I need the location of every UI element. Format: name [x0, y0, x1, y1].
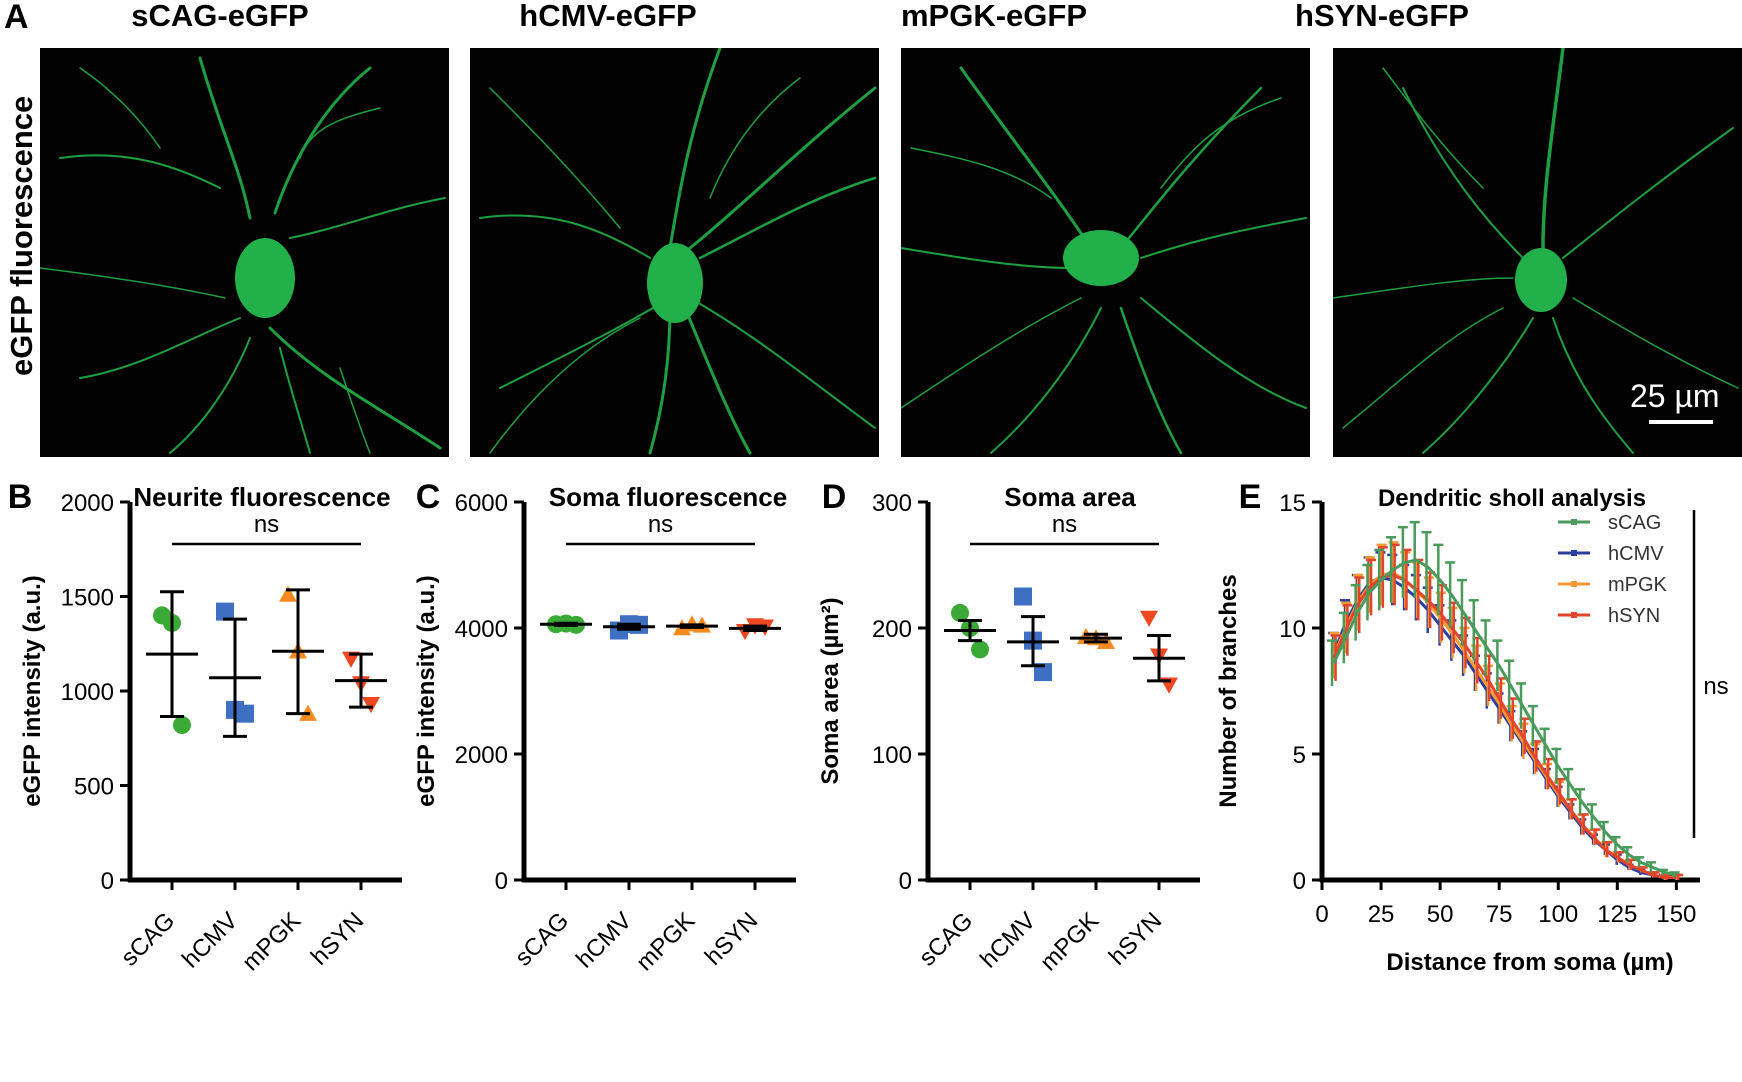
x-tick-label-e-5: 125	[1597, 901, 1637, 928]
y-tick-label-e-0: 0	[1293, 868, 1306, 895]
micrograph-mpgk	[901, 48, 1310, 457]
x-tick-label-d-hsyn: hSYN	[1104, 907, 1167, 970]
column-title-scag: sCAG-eGFP	[131, 0, 309, 33]
ns-label-c: ns	[648, 511, 673, 538]
x-tick-label-c-mpgk: mPGK	[631, 907, 700, 976]
chart-title-c: Soma fluorescence	[549, 482, 787, 512]
panel-letter-a: A	[4, 0, 29, 36]
x-tick-label-e-4: 100	[1538, 901, 1578, 928]
y-tick-label-b-2: 1000	[61, 679, 114, 706]
data-point-b-hcmv-2	[236, 704, 254, 723]
data-point-d-hcmv-2	[1034, 663, 1052, 682]
legend-marker-mpgk	[1571, 581, 1577, 587]
charts-area: B Neurite fluorescence0500100015002000eGF…	[8, 480, 1729, 976]
data-point-d-hsyn-0	[1140, 610, 1158, 627]
micrograph-hcmv	[470, 48, 879, 457]
y-tick-label-c-2: 4000	[455, 616, 508, 643]
legend-label-hcmv: hCMV	[1608, 543, 1664, 565]
data-point-b-hsyn-2	[362, 697, 380, 714]
panel-letter-c: C	[416, 480, 441, 516]
data-point-b-mpgk-0	[279, 585, 297, 602]
x-axis-label-e: Distance from soma (µm)	[1386, 949, 1673, 976]
y-tick-label-d-0: 0	[899, 868, 912, 895]
x-tick-label-b-scag: sCAG	[116, 907, 180, 971]
data-point-b-hsyn-0	[342, 651, 360, 668]
y-axis-label-d: Soma area (µm²)	[817, 597, 844, 784]
column-title-mpgk: mPGK-eGFP	[900, 0, 1088, 33]
x-tick-label-b-mpgk: mPGK	[237, 907, 306, 976]
data-point-d-hcmv-0	[1014, 587, 1032, 606]
column-title-hsyn: hSYN-eGFP	[1295, 0, 1469, 33]
x-tick-label-e-0: 0	[1315, 901, 1328, 928]
side-label-egfp-fluorescence: eGFP fluorescence	[4, 95, 39, 376]
x-tick-label-e-6: 150	[1656, 901, 1696, 928]
y-tick-label-c-1: 2000	[455, 742, 508, 769]
legend-marker-hsyn	[1571, 612, 1577, 618]
column-title-hcmv: hCMV-eGFP	[519, 0, 697, 33]
y-tick-label-e-2: 10	[1279, 616, 1306, 643]
y-axis-label-b: eGFP intensity (a.u.)	[19, 575, 46, 807]
data-point-d-scag-2	[971, 640, 989, 659]
data-point-d-scag-0	[951, 603, 969, 622]
x-tick-label-d-mpgk: mPGK	[1035, 907, 1104, 976]
x-tick-label-b-hcmv: hCMV	[177, 907, 243, 973]
y-tick-label-b-4: 2000	[61, 490, 114, 517]
x-tick-label-d-scag: sCAG	[914, 907, 978, 971]
y-tick-label-b-3: 1500	[61, 585, 114, 612]
y-tick-label-b-0: 0	[101, 868, 114, 895]
y-tick-label-b-1: 500	[74, 774, 114, 801]
y-tick-label-d-2: 200	[872, 616, 912, 643]
x-tick-label-c-hcmv: hCMV	[571, 907, 637, 973]
legend-label-scag: sCAG	[1608, 512, 1661, 534]
panel-letter-e: E	[1239, 480, 1262, 516]
micrograph-scag	[40, 48, 449, 457]
x-tick-label-e-3: 75	[1486, 901, 1513, 928]
y-tick-label-c-3: 6000	[455, 490, 508, 517]
x-tick-label-c-hsyn: hSYN	[700, 907, 763, 970]
chart-title-b: Neurite fluorescence	[133, 482, 390, 512]
y-tick-label-d-3: 300	[872, 490, 912, 517]
chart-title-e: Dendritic sholl analysis	[1378, 485, 1646, 512]
legend-label-mpgk: mPGK	[1608, 574, 1668, 596]
y-tick-label-e-3: 15	[1279, 490, 1306, 517]
legend-label-hsyn: hSYN	[1608, 605, 1660, 627]
x-tick-label-e-2: 50	[1427, 901, 1454, 928]
y-axis-label-e: Number of branches	[1215, 574, 1242, 807]
x-tick-label-e-1: 25	[1368, 901, 1395, 928]
scale-bar-label: 25 µm	[1630, 378, 1720, 414]
x-tick-label-c-scag: sCAG	[510, 907, 574, 971]
series-line-e-scag	[1332, 558, 1677, 877]
y-tick-label-c-0: 0	[495, 868, 508, 895]
legend-marker-hcmv	[1571, 550, 1577, 556]
y-axis-label-c: eGFP intensity (a.u.)	[413, 575, 440, 807]
ns-label-e: ns	[1703, 673, 1728, 700]
y-tick-label-e-1: 5	[1293, 742, 1306, 769]
data-point-b-hcmv-0	[216, 602, 234, 621]
x-tick-label-d-hcmv: hCMV	[975, 907, 1041, 973]
chart-title-d: Soma area	[1004, 482, 1136, 512]
ns-label-d: ns	[1052, 511, 1077, 538]
data-point-b-scag-2	[173, 716, 191, 735]
ns-label-b: ns	[254, 511, 279, 538]
x-tick-label-b-hsyn: hSYN	[306, 907, 369, 970]
micrograph-hsyn	[1333, 48, 1742, 457]
legend-marker-scag	[1571, 519, 1577, 525]
y-tick-label-d-1: 100	[872, 742, 912, 769]
panel-letter-d: D	[822, 480, 847, 516]
panel-letter-b: B	[8, 480, 33, 516]
